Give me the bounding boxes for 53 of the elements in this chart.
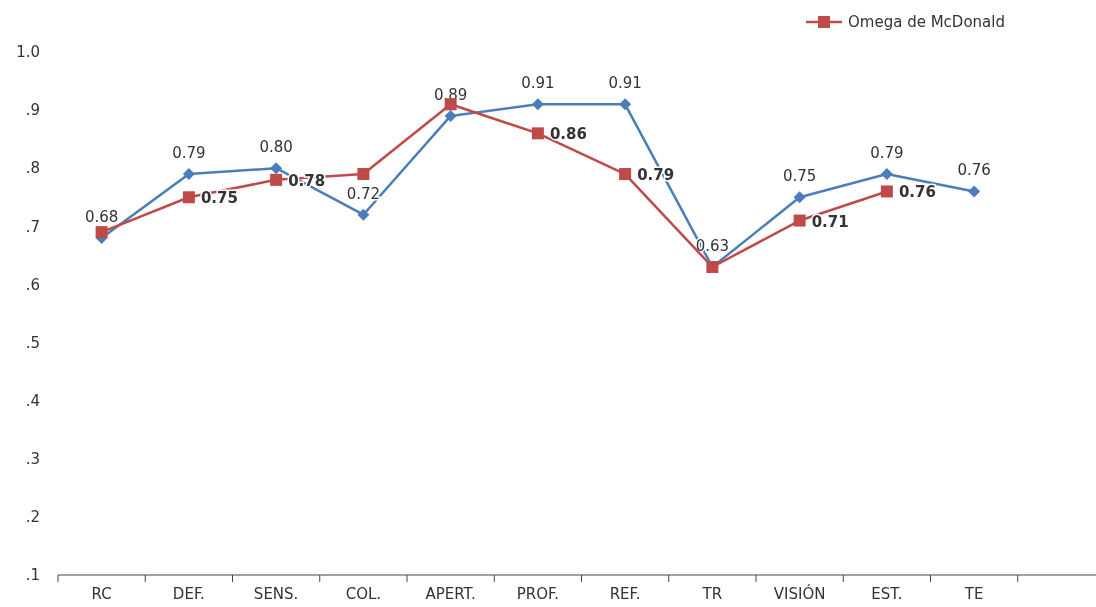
point [444,109,457,122]
data-label: 0.79 [870,144,904,163]
data-label: 0.75 [782,167,817,186]
point [880,168,893,181]
legend-label: Omega de McDonald [848,13,1005,32]
y-tick-label: 1.0 [16,43,40,62]
x-tick-label: TR [701,585,723,603]
data-label: 0.91 [608,74,642,93]
point [968,185,981,198]
data-label: 0.68 [84,207,119,226]
x-tick-label: TE [963,585,984,603]
y-tick-label: .2 [25,508,40,527]
point [531,98,544,111]
data-label: 0.91 [521,74,555,93]
x-tick-label: SENS. [253,585,299,603]
data-label: 0.75 [200,189,238,208]
data-label: 0.76 [957,161,991,180]
y-tick-label: .1 [25,566,40,585]
data-label: 0.80 [259,138,293,157]
point [357,168,370,181]
data-label: 0.89 [433,85,468,104]
y-tick-label: .6 [25,275,40,294]
y-tick-label: .4 [25,391,40,410]
point [793,191,806,204]
data-label: 0.76 [898,183,936,202]
y-tick-label: .3 [25,450,40,469]
point [619,168,632,181]
x-tick-label: PROF. [516,585,560,603]
point [619,98,632,111]
x-tick-label: RC [91,585,112,603]
x-tick-label: DEF. [172,585,205,603]
point [793,214,806,227]
point [357,208,370,221]
point [95,226,108,239]
point [182,191,195,204]
point [531,127,544,140]
data-label: 0.71 [811,212,849,231]
x-tick-label: VISIÓN [773,584,826,603]
data-label: 0.79 [172,144,206,163]
data-label: 0.72 [346,184,381,203]
x-tick-label: COL. [345,585,382,603]
data-label: 0.86 [549,125,587,144]
y-tick-label: .5 [25,333,40,352]
point [182,168,195,181]
x-tick-label: REF. [609,585,641,603]
point [880,185,893,198]
x-tick-label: EST. [871,585,903,603]
x-tick-label: APERT. [425,585,476,603]
point [270,173,283,186]
y-tick-label: .8 [25,159,40,178]
y-tick-label: .7 [25,217,40,236]
y-tick-label: .9 [25,101,40,120]
point [270,162,283,175]
